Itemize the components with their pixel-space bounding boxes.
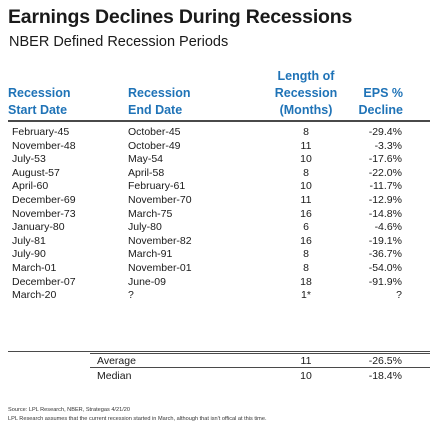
end-date-cell: March-75	[128, 207, 173, 220]
eps-cell: -3.3%	[374, 139, 402, 152]
table-bottom-rule	[8, 351, 430, 352]
table-row: December-07 June-09 18 -91.9%	[0, 276, 442, 290]
summary-row-median: Median 10 -18.4%	[0, 369, 442, 383]
end-date-cell: April-58	[128, 166, 165, 179]
table-row: March-20? 1*?	[0, 289, 442, 303]
start-date-cell: July-53	[12, 153, 46, 166]
start-date-cell: December-69	[12, 194, 76, 206]
disclaimer-note: LPL Research assumes that the current re…	[8, 416, 267, 422]
header-rule	[8, 120, 430, 122]
end-date-cell: May-54	[128, 153, 164, 166]
table-row: November-48 October-49 11 -3.3%	[0, 140, 442, 154]
start-date-cell: March-01	[12, 262, 57, 274]
header-length: Length of Recession (Months)	[275, 68, 338, 119]
summary-length: 11	[300, 354, 312, 367]
header-end-date: Recession End Date	[128, 85, 191, 119]
end-date-cell: November-82	[128, 234, 192, 247]
start-date-cell: July-90	[12, 248, 46, 261]
table-row: July-90 March-91 8 -36.7%	[0, 248, 442, 262]
end-date-cell: ?	[128, 289, 134, 302]
length-cell: 16	[300, 234, 312, 247]
eps-cell: -4.6%	[374, 221, 402, 234]
length-cell: 8	[303, 126, 309, 138]
header-start-line2: Start Date	[8, 103, 68, 117]
eps-cell: -91.9%	[368, 275, 402, 288]
table-row: August-57 April-58 8 -22.0%	[0, 167, 442, 181]
header-length-line3: (Months)	[279, 103, 333, 117]
table-row: April-60 February-61 10 -11.7%	[0, 180, 442, 194]
eps-cell: ?	[396, 289, 402, 302]
header-eps-line1: EPS %	[363, 86, 403, 100]
summary-eps: -26.5%	[368, 354, 402, 367]
eps-cell: -29.4%	[368, 126, 402, 138]
summary-top-rule	[90, 353, 430, 354]
length-cell: 1*	[301, 289, 311, 302]
start-date-cell: November-73	[12, 207, 76, 220]
end-date-cell: July-80	[128, 221, 162, 234]
eps-cell: -17.6%	[368, 153, 402, 166]
header-end-line1: Recession	[128, 86, 191, 100]
table-row: December-69 November-70 11 -12.9%	[0, 194, 442, 208]
start-date-cell: April-60	[12, 180, 49, 193]
eps-cell: -36.7%	[368, 248, 402, 261]
source-note: Source: LPL Research, NBER, Strategas 4/…	[8, 407, 130, 413]
start-date-cell: December-07	[12, 275, 76, 288]
length-cell: 8	[303, 248, 309, 261]
end-date-cell: October-49	[128, 139, 181, 152]
table-row: July-53 May-54 10 -17.6%	[0, 153, 442, 167]
summary-label: Average	[97, 354, 136, 367]
table-row: January-80 July-80 6 -4.6%	[0, 221, 442, 235]
header-eps-line2: Decline	[358, 103, 403, 117]
eps-cell: -22.0%	[368, 166, 402, 179]
start-date-cell: March-20	[12, 289, 57, 302]
end-date-cell: March-91	[128, 248, 173, 261]
end-date-cell: February-61	[128, 180, 186, 193]
end-date-cell: June-09	[128, 275, 166, 288]
summary-label: Median	[97, 370, 132, 382]
start-date-cell: November-48	[12, 139, 76, 152]
header-start-line1: Recession	[8, 86, 71, 100]
start-date-cell: August-57	[12, 166, 60, 179]
eps-cell: -11.7%	[369, 180, 403, 193]
summary-eps: -18.4%	[368, 370, 402, 382]
eps-cell: -12.9%	[368, 194, 402, 206]
header-length-line2: Recession	[274, 86, 338, 100]
table-row: February-45 October-45 8 -29.4%	[0, 126, 442, 140]
eps-cell: -54.0%	[368, 262, 402, 274]
page-title: Earnings Declines During Recessions	[8, 6, 353, 28]
end-date-cell: November-70	[128, 194, 192, 206]
table-row: July-81 November-82 16 -19.1%	[0, 235, 442, 249]
start-date-cell: January-80	[12, 221, 65, 234]
table-row: November-73 March-75 16 -14.8%	[0, 208, 442, 222]
length-cell: 6	[303, 221, 309, 234]
start-date-cell: February-45	[12, 126, 70, 138]
header-start-date: Recession Start Date	[8, 85, 71, 119]
eps-cell: -14.8%	[368, 207, 402, 220]
table-row: March-01 November-01 8 -54.0%	[0, 262, 442, 276]
header-eps: EPS % Decline	[359, 85, 403, 119]
header-length-line1: Length of	[277, 69, 335, 83]
length-cell: 8	[303, 166, 309, 179]
eps-cell: -19.1%	[368, 234, 402, 247]
length-cell: 8	[303, 262, 309, 274]
length-cell: 11	[300, 194, 312, 206]
length-cell: 18	[300, 275, 312, 288]
end-date-cell: November-01	[128, 262, 192, 274]
header-end-line2: End Date	[128, 103, 183, 117]
summary-length: 10	[300, 370, 312, 382]
summary-row-average: Average 11 -26.5%	[0, 354, 442, 368]
start-date-cell: July-81	[12, 234, 46, 247]
end-date-cell: October-45	[128, 126, 181, 138]
page-subtitle: NBER Defined Recession Periods	[9, 34, 229, 50]
summary-divider-rule	[90, 367, 430, 368]
length-cell: 16	[300, 207, 312, 220]
length-cell: 10	[300, 153, 312, 166]
length-cell: 11	[300, 139, 312, 152]
length-cell: 10	[300, 180, 312, 193]
